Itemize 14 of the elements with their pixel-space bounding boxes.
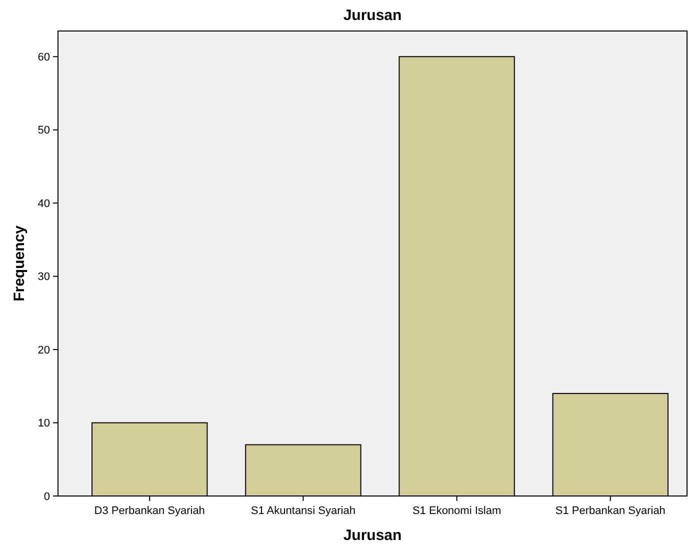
y-tick-label: 20 — [38, 344, 50, 356]
y-tick-label: 60 — [38, 51, 50, 64]
x-tick-label: S1 Akuntansi Syariah — [250, 505, 356, 517]
chart-title: Jurusan — [343, 7, 402, 24]
y-tick-label: 0 — [44, 490, 50, 503]
y-tick-label: 30 — [38, 271, 50, 284]
y-axis-title: Frequency — [11, 224, 28, 302]
x-tick-label: S1 Perbankan Syariah — [555, 505, 666, 517]
y-tick-label: 50 — [38, 124, 50, 137]
x-axis-title: Jurusan — [343, 527, 402, 544]
y-tick-label: 10 — [38, 418, 50, 430]
x-tick-label: D3 Perbankan Syariah — [94, 505, 205, 517]
y-tick-label: 40 — [38, 198, 50, 210]
x-tick-label: S1 Ekonomi Islam — [412, 505, 502, 517]
